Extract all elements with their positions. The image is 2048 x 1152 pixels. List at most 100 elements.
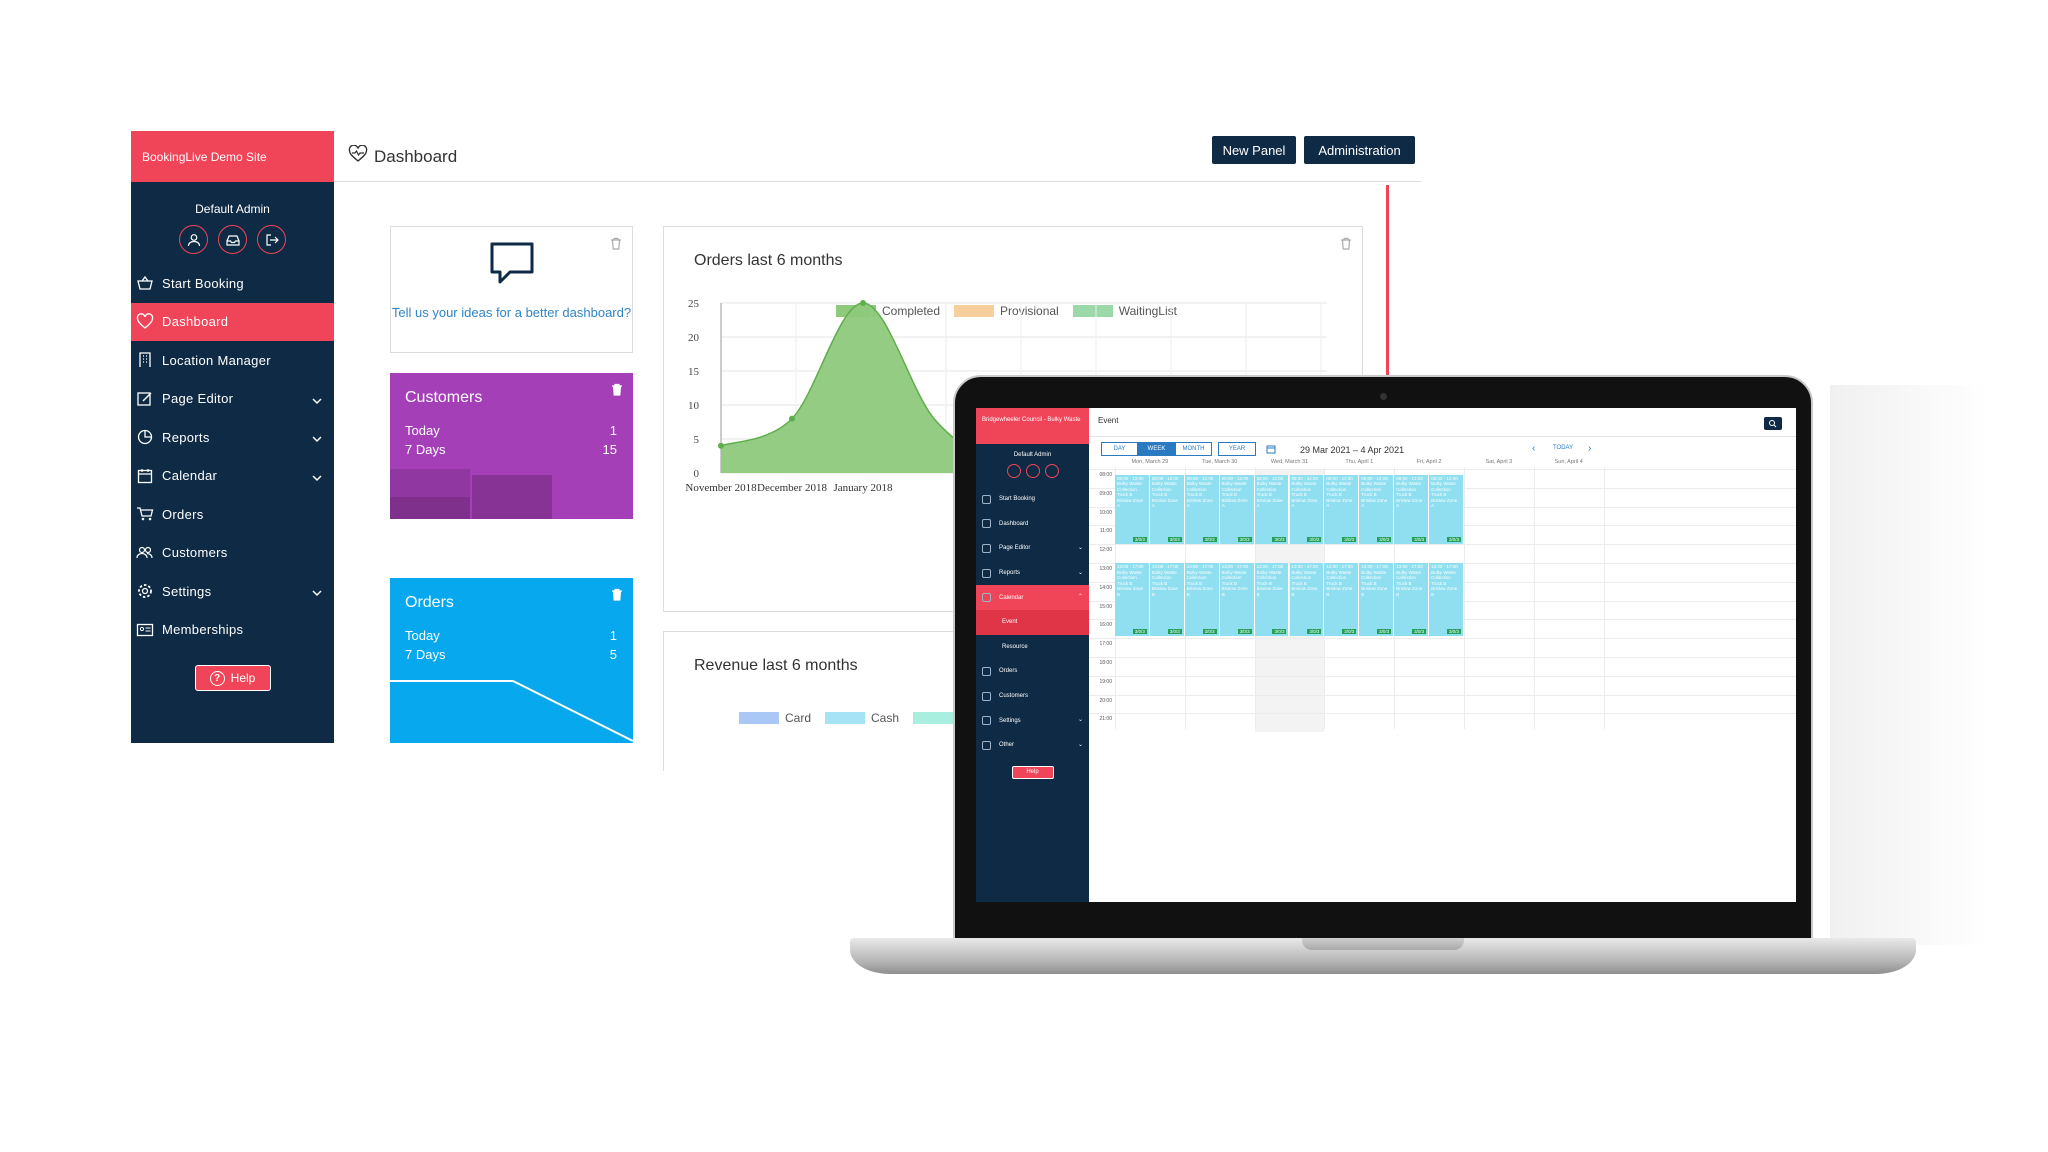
logout-icon[interactable] (1044, 464, 1059, 478)
event-block[interactable]: 08:00 - 12:00 Bulky Waste Collection Truc… (1394, 474, 1430, 545)
laptop-nav-item-start-booking[interactable]: Start Booking (976, 487, 1089, 512)
event-time: 08:00 - 12:00 (1256, 475, 1284, 481)
prev-week-icon[interactable]: ‹ (1532, 443, 1536, 454)
view-year-button[interactable]: YEAR (1218, 442, 1256, 456)
trash-icon[interactable] (1340, 237, 1352, 255)
inbox-icon[interactable] (1025, 464, 1040, 478)
feedback-link[interactable]: Tell us your ideas for a better dashboar… (391, 305, 632, 320)
event-block[interactable]: 13:00 - 17:00 Bulky Waste Collection Truc… (1324, 563, 1360, 637)
sidebar-item-page-editor[interactable]: Page Editor (131, 380, 334, 419)
event-block[interactable]: 13:00 - 17:00 Bulky Waste Collection Truc… (1289, 563, 1325, 637)
event-block[interactable]: 08:00 - 12:00 Bulky Waste Collection Truc… (1429, 474, 1464, 545)
laptop-nav-item-orders[interactable]: Orders (976, 659, 1089, 684)
event-block[interactable]: 13:00 - 17:00 Bulky Waste Collection Truc… (1254, 563, 1290, 637)
laptop-site-title[interactable]: Bridgewheeler Council - Bulky Waste (976, 408, 1089, 444)
sidebar-item-memberships[interactable]: Memberships (131, 611, 334, 650)
event-block[interactable]: 08:00 - 12:00 Bulky Waste Collection Truc… (1219, 474, 1255, 545)
event-block[interactable]: 08:00 - 12:00 Bulky Waste Collection Truc… (1115, 474, 1150, 545)
laptop-help-button[interactable]: Help (1011, 765, 1054, 779)
customers-bar-1 (390, 497, 470, 519)
profile-icon[interactable] (179, 225, 208, 254)
chevron-down-icon (312, 470, 322, 485)
search-icon[interactable] (1764, 417, 1782, 430)
sidebar-item-location-manager[interactable]: Location Manager (131, 341, 334, 380)
administration-button[interactable]: Administration (1304, 136, 1415, 164)
sidebar-item-label: Reports (162, 429, 210, 445)
event-block[interactable]: 13:00 - 17:00 Bulky Waste Collection Truc… (1149, 563, 1185, 637)
time-label: 18:00 (1099, 660, 1112, 666)
chevron-down-icon (312, 585, 322, 600)
day-header: Fri, April 2 (1416, 459, 1442, 465)
data-point[interactable] (789, 415, 795, 422)
event-block[interactable]: 13:00 - 17:00 Bulky Waste Collection Truc… (1219, 563, 1255, 637)
laptop-nav-item-calendar[interactable]: Calendar ⌃ (976, 585, 1089, 610)
event-block[interactable]: 13:00 - 17:00 Bulky Waste Collection Truc… (1115, 563, 1150, 637)
legend-label: WaitingList (1118, 304, 1177, 318)
trash-icon[interactable] (610, 237, 622, 255)
inbox-icon[interactable] (218, 225, 247, 254)
legend-item-waitinglist[interactable]: WaitingList (1072, 304, 1177, 318)
top-bar: Dashboard New Panel Administration (334, 131, 1421, 182)
data-point[interactable] (718, 442, 724, 449)
grid-hline (1089, 638, 1796, 640)
sidebar-item-settings[interactable]: Settings (131, 572, 334, 611)
data-point[interactable] (860, 300, 866, 306)
laptop-nav-item-event[interactable]: Event (976, 609, 1089, 635)
event-block[interactable]: 08:00 - 12:00 Bulky Waste Collection Truc… (1289, 474, 1325, 545)
event-block[interactable]: 08:00 - 12:00 Bulky Waste Collection Truc… (1149, 474, 1185, 545)
profile-icon[interactable] (1006, 464, 1021, 478)
legend-item-provisional[interactable]: Provisional (954, 304, 1059, 318)
event-block[interactable]: 13:00 - 17:00 Bulky Waste Collection Truc… (1184, 563, 1220, 637)
event-block[interactable]: 08:00 - 12:00 Bulky Waste Collection Truc… (1254, 474, 1290, 545)
today-button[interactable]: TODAY (1553, 445, 1574, 451)
view-day-button[interactable]: DAY (1101, 442, 1138, 456)
customers-title: Customers (405, 389, 483, 406)
sidebar-item-customers[interactable]: Customers (131, 534, 334, 573)
help-button[interactable]: ? Help (194, 665, 271, 691)
sidebar-nav: Start Booking Dashboard Location Manager Pa… (131, 264, 334, 649)
event-block[interactable]: 13:00 - 17:00 Bulky Waste Collection Truc… (1429, 563, 1464, 637)
laptop-nav-item-resource[interactable]: Resource (976, 635, 1089, 660)
sidebar-item-dashboard[interactable]: Dashboard (131, 302, 334, 341)
sidebar-item-start-booking[interactable]: Start Booking (131, 264, 334, 303)
event-time: 13:00 - 17:00 (1326, 564, 1353, 569)
site-title[interactable]: BookingLive Demo Site (131, 131, 334, 182)
trash-icon[interactable] (611, 588, 623, 606)
sidebar-item-label: Orders (162, 506, 204, 522)
laptop-nav-item-settings[interactable]: Settings ⌄ (976, 708, 1089, 733)
laptop-nav-item-page-editor[interactable]: Page Editor ⌄ (976, 536, 1089, 561)
event-time: 08:00 - 12:00 (1186, 475, 1214, 481)
user-name: Default Admin (195, 202, 270, 216)
laptop-nav-label: Reports (999, 570, 1021, 577)
sidebar-item-orders[interactable]: Orders (131, 495, 334, 534)
event-block[interactable]: 13:00 - 17:00 Bulky Waste Collection Truc… (1359, 563, 1395, 637)
laptop-notch (1302, 938, 1464, 950)
legend-item-cash[interactable]: Cash (825, 711, 899, 725)
laptop-nav-item-dashboard[interactable]: Dashboard (976, 512, 1089, 537)
legend-item-card[interactable]: Card (739, 711, 811, 725)
capacity-badge: 3/0/3 (1342, 628, 1357, 635)
laptop-nav-item-customers[interactable]: Customers (976, 684, 1089, 709)
sidebar-item-reports[interactable]: Reports (131, 418, 334, 457)
next-week-icon[interactable]: › (1588, 443, 1592, 454)
event-block[interactable]: 08:00 - 12:00 Bulky Waste Collection Truc… (1324, 474, 1360, 545)
event-block[interactable]: 08:00 - 12:00 Bulky Waste Collection Truc… (1359, 474, 1395, 545)
event-text: Bulky Waste Collection Truck B Brislow Z… (1361, 481, 1388, 509)
calendar-icon[interactable] (1266, 444, 1276, 456)
event-block[interactable]: 13:00 - 17:00 Bulky Waste Collection Truc… (1394, 563, 1430, 637)
logout-icon[interactable] (257, 225, 286, 254)
event-time: 13:00 - 17:00 (1431, 564, 1458, 569)
grid-hline (1089, 675, 1796, 677)
new-panel-button[interactable]: New Panel (1212, 136, 1296, 164)
laptop-nav-item-other[interactable]: Other ⌄ (976, 733, 1089, 758)
event-block[interactable]: 08:00 - 12:00 Bulky Waste Collection Truc… (1184, 474, 1220, 545)
trash-icon[interactable] (611, 383, 623, 401)
view-week-button[interactable]: WEEK (1138, 442, 1175, 456)
laptop-nav-item-reports[interactable]: Reports ⌄ (976, 561, 1089, 586)
capacity-badge: 3/0/3 (1202, 628, 1217, 635)
event-text: Bulky Waste Collection Truck B Brislow Z… (1396, 569, 1423, 597)
legend-swatch (913, 712, 954, 724)
sidebar-item-calendar[interactable]: Calendar (131, 457, 334, 496)
event-text: Bulky Waste Collection Truck B Brislow Z… (1186, 481, 1213, 509)
view-month-button[interactable]: MONTH (1175, 442, 1212, 456)
